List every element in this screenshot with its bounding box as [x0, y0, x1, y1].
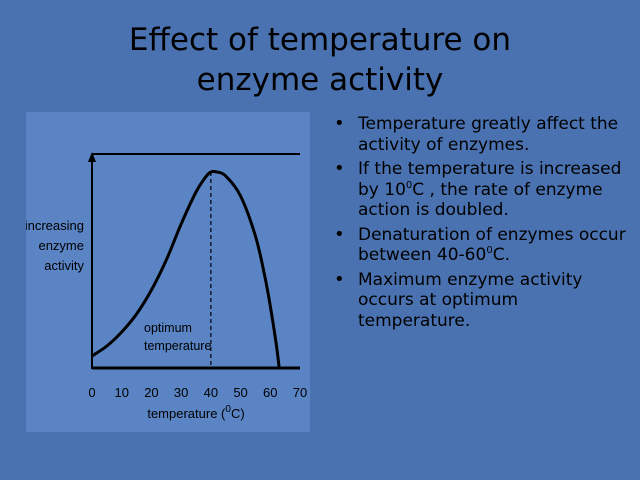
- y-axis-arrow: [88, 152, 96, 162]
- bullet-list: Temperature greatly affect the activity …: [332, 114, 632, 335]
- bullet-superscript: 0: [405, 179, 413, 191]
- x-axis-label: temperature (0C): [147, 404, 244, 421]
- y-axis-label: activity: [44, 258, 84, 273]
- bullet-item: Maximum enzyme activity occurs at optimu…: [332, 270, 632, 332]
- bullet-superscript: 0: [486, 245, 493, 256]
- x-tick-label: 20: [144, 385, 158, 400]
- bullet-text: Maximum enzyme activity occurs at optimu…: [358, 269, 583, 331]
- bullet-item: Temperature greatly affect the activity …: [332, 114, 632, 155]
- optimum-annotation: temperature: [144, 339, 211, 353]
- x-tick-label: 30: [174, 385, 188, 400]
- bullet-text: C.: [492, 245, 510, 265]
- title-line-2: enzyme activity: [196, 62, 444, 98]
- bullet-text: C , the rate of enzyme action is doubled…: [358, 179, 603, 221]
- title-line-1: Effect of temperature on: [128, 22, 512, 58]
- y-axis-label: enzyme: [38, 238, 84, 253]
- bullet-item: Denaturation of enzymes occur between 40…: [332, 225, 632, 266]
- x-tick-label: 60: [263, 385, 277, 400]
- bullet-text: Denaturation of enzymes occur between 40…: [358, 224, 626, 266]
- enzyme-activity-chart: 0 10 20 30 40 50 60 70 temperature (0C) increasin…: [26, 152, 307, 421]
- x-tick-label: 40: [204, 385, 218, 400]
- optimum-annotation: optimum: [144, 321, 192, 335]
- x-tick-label: 50: [233, 385, 247, 400]
- x-tick-label: 10: [114, 385, 128, 400]
- bullet-text: If the temperature is increased by 10: [358, 159, 622, 200]
- series-line: [91, 169, 281, 369]
- x-tick-label: 0: [88, 385, 95, 400]
- x-tick-label: 70: [293, 385, 307, 400]
- slide-title: Effect of temperature on enzyme activity: [0, 20, 640, 100]
- bullet-item: If the temperature is increased by 100C …: [332, 159, 632, 221]
- chart-panel: 0 10 20 30 40 50 60 70 temperature (0C) increasin…: [26, 112, 310, 432]
- y-axis-label: increasing: [26, 218, 84, 233]
- bullet-text: Temperature greatly affect the activity …: [358, 114, 619, 155]
